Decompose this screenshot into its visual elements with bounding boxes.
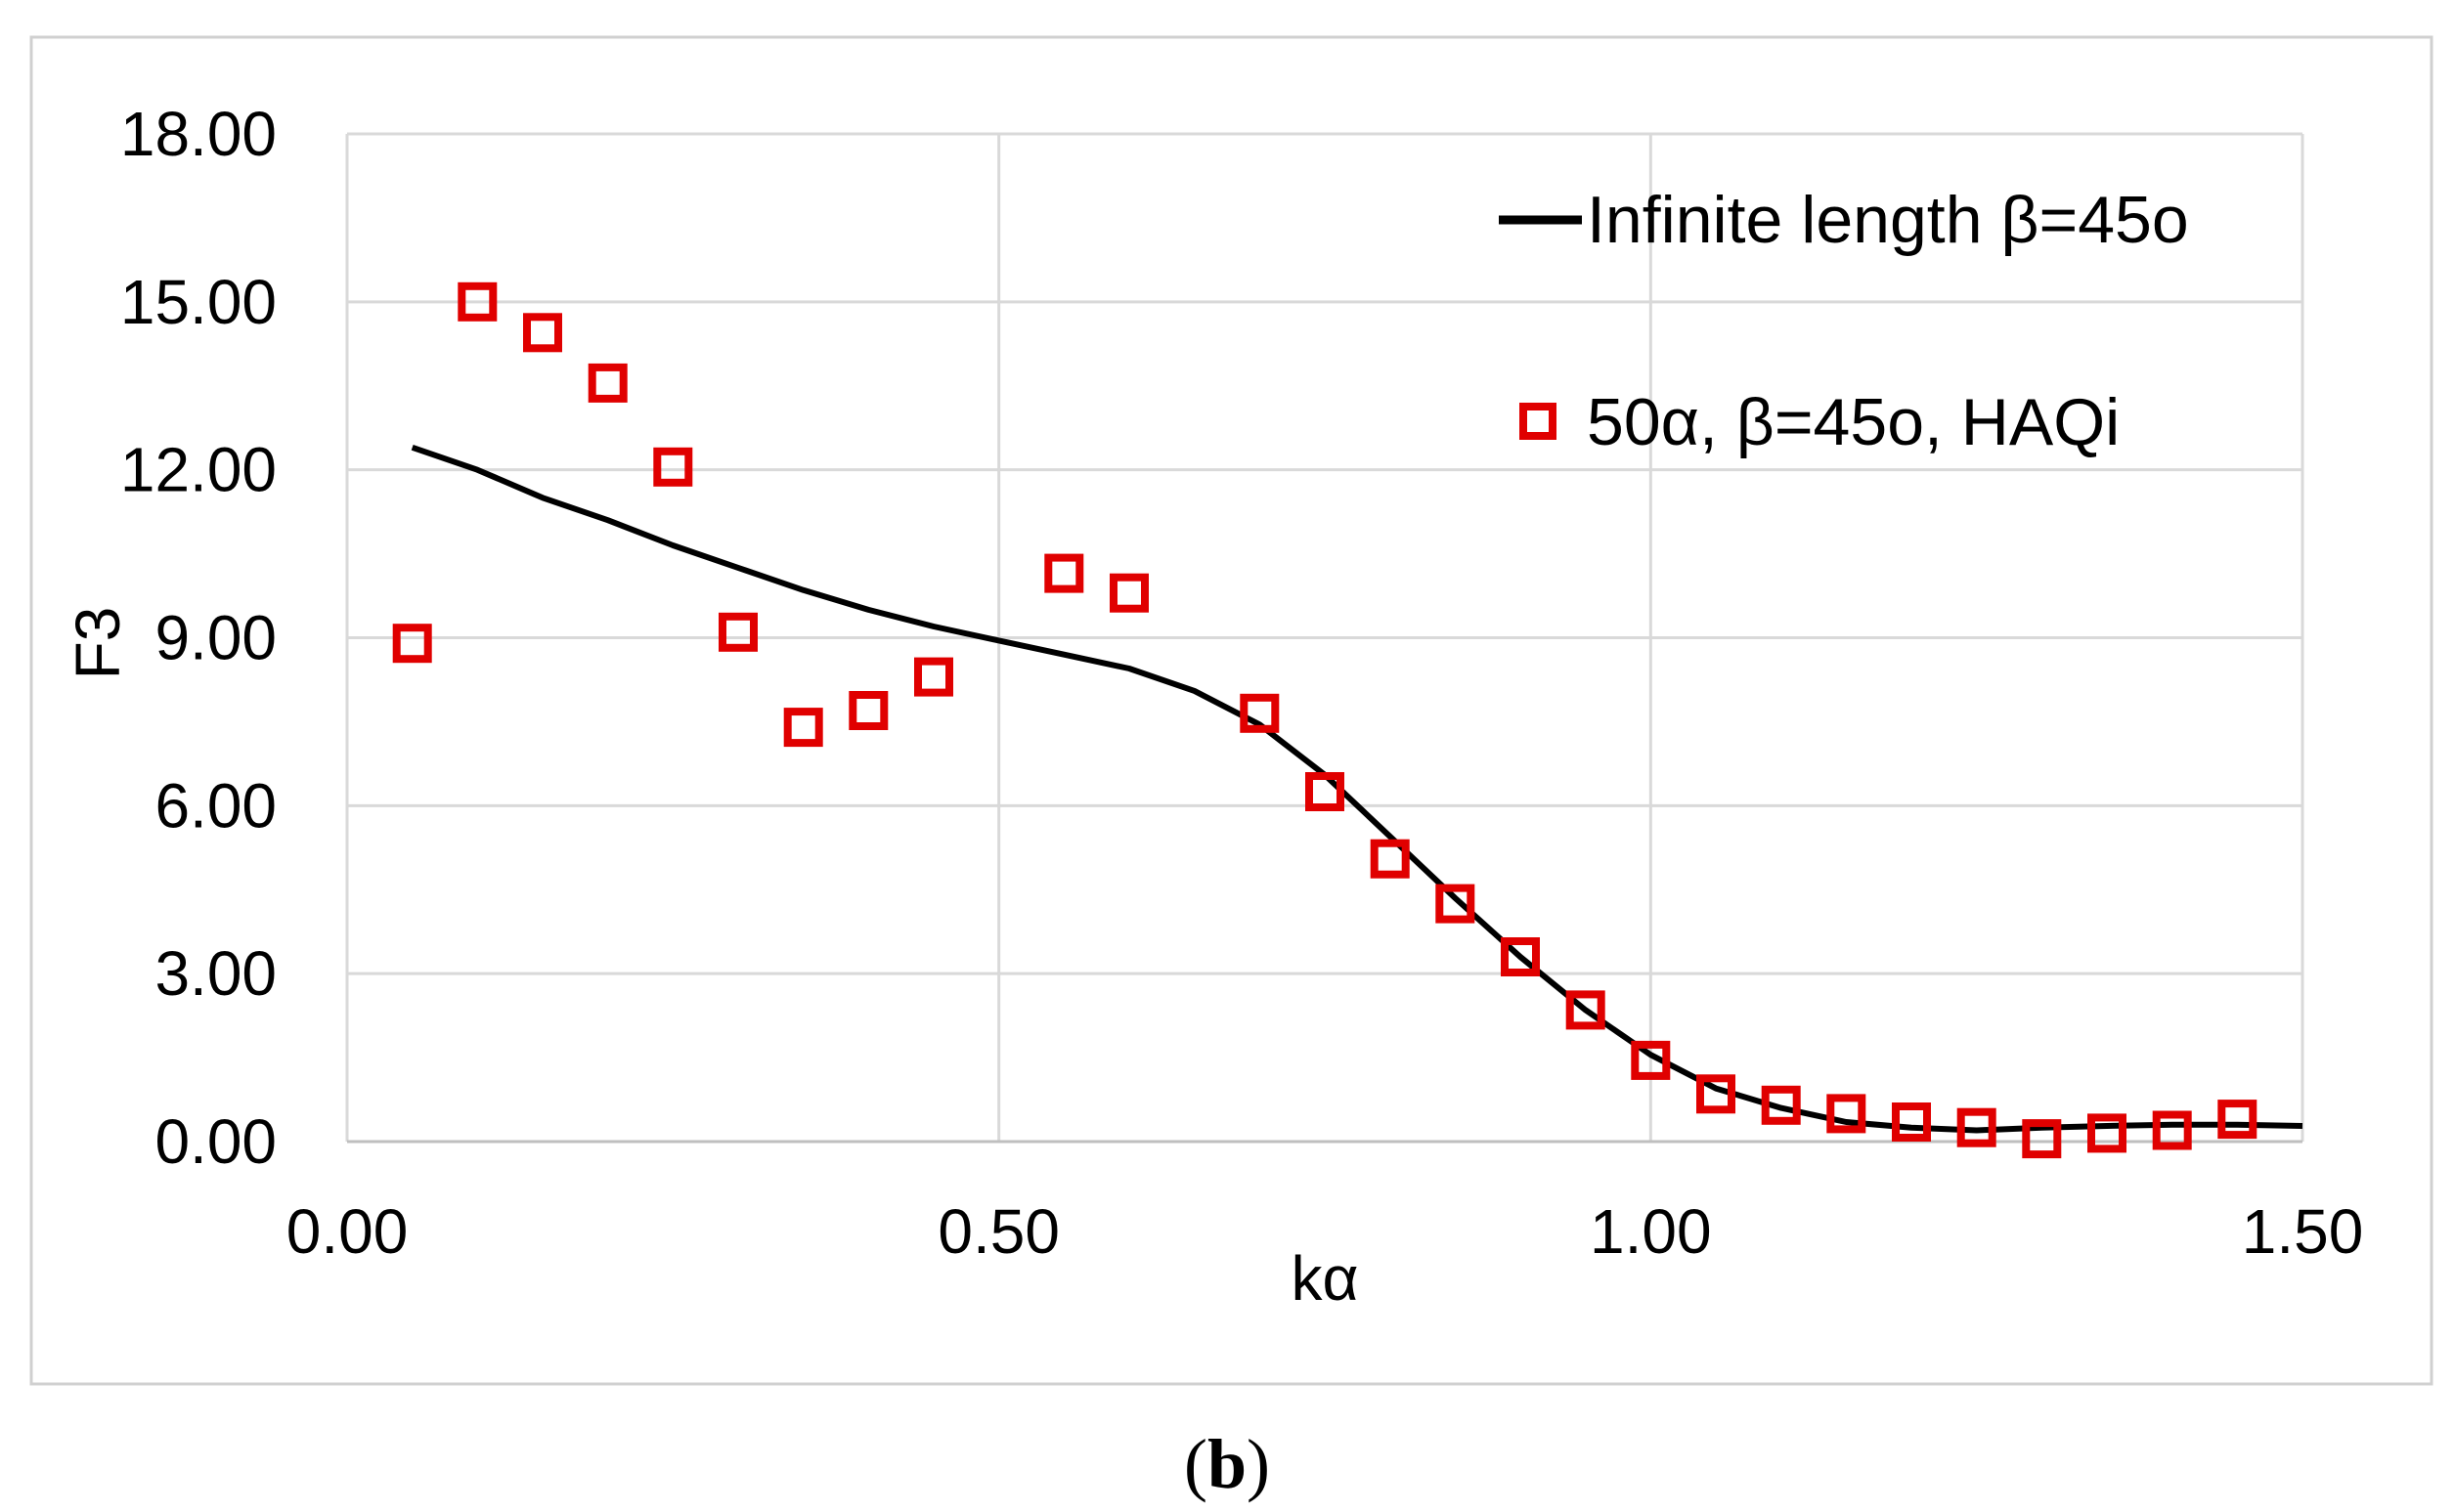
data-point-square — [1956, 1107, 1996, 1147]
legend: Infinite length β=45o 50α, β=45o, HAQi — [1499, 183, 2189, 459]
data-point-square — [719, 612, 758, 652]
data-point-square — [1305, 772, 1344, 811]
data-point-square — [914, 657, 953, 697]
series-layer — [392, 281, 2303, 1159]
x-tick-label: 0.00 — [286, 1196, 409, 1267]
caption-letter: b — [1207, 1425, 1247, 1503]
data-point-square — [2152, 1110, 2192, 1150]
figure-caption: (b) — [1184, 1425, 1270, 1503]
grid-layer — [345, 132, 2304, 1142]
data-point-square — [1240, 693, 1280, 733]
data-point-square — [1696, 1074, 1735, 1114]
x-axis-label: kα — [1292, 1243, 1359, 1314]
y-tick-label: 9.00 — [154, 603, 277, 673]
y-tick-label: 15.00 — [120, 267, 277, 337]
data-point-square — [458, 281, 498, 322]
data-point-square — [1631, 1040, 1671, 1080]
data-point-square — [1435, 884, 1475, 924]
y-tick-label: 6.00 — [154, 770, 277, 841]
y-tick-labels: 0.00 3.00 6.00 9.00 12.00 15.00 18.00 — [120, 99, 277, 1177]
x-tick-labels: 0.00 0.50 1.00 1.50 — [286, 1196, 2364, 1267]
x-tick-label: 0.50 — [938, 1196, 1060, 1267]
y-tick-label: 18.00 — [120, 99, 277, 169]
data-point-square — [1761, 1085, 1801, 1125]
data-point-square — [2217, 1100, 2257, 1140]
y-tick-label: 0.00 — [154, 1106, 277, 1177]
data-point-square — [1110, 573, 1149, 613]
caption-open-paren: ( — [1184, 1425, 1207, 1503]
legend-square-swatch — [1519, 403, 1556, 440]
data-point-square — [849, 691, 889, 730]
data-point-square — [523, 313, 562, 353]
caption-close-paren: ) — [1247, 1425, 1270, 1503]
data-point-square — [2022, 1119, 2062, 1159]
legend-label-infinite-length: Infinite length β=45o — [1587, 183, 2189, 257]
x-tick-label: 1.00 — [1590, 1196, 1712, 1267]
data-point-square — [1565, 990, 1605, 1030]
data-point-square — [392, 624, 432, 664]
data-point-square — [653, 447, 693, 487]
data-point-square — [2087, 1113, 2126, 1153]
data-point-square — [783, 708, 823, 748]
y-axis-label: F3 — [63, 607, 133, 680]
data-point-square — [1892, 1102, 1931, 1142]
x-tick-label: 1.50 — [2242, 1196, 2364, 1267]
data-point-square — [1826, 1094, 1866, 1134]
data-point-square — [1044, 553, 1084, 593]
data-point-square — [1501, 937, 1540, 976]
series-line-infinite-length — [411, 444, 2303, 1134]
legend-label-haqi: 50α, β=45o, HAQi — [1587, 385, 2120, 459]
data-point-square — [588, 363, 628, 403]
y-tick-label: 12.00 — [120, 435, 277, 505]
y-tick-label: 3.00 — [154, 938, 277, 1009]
data-point-square — [1370, 839, 1410, 879]
